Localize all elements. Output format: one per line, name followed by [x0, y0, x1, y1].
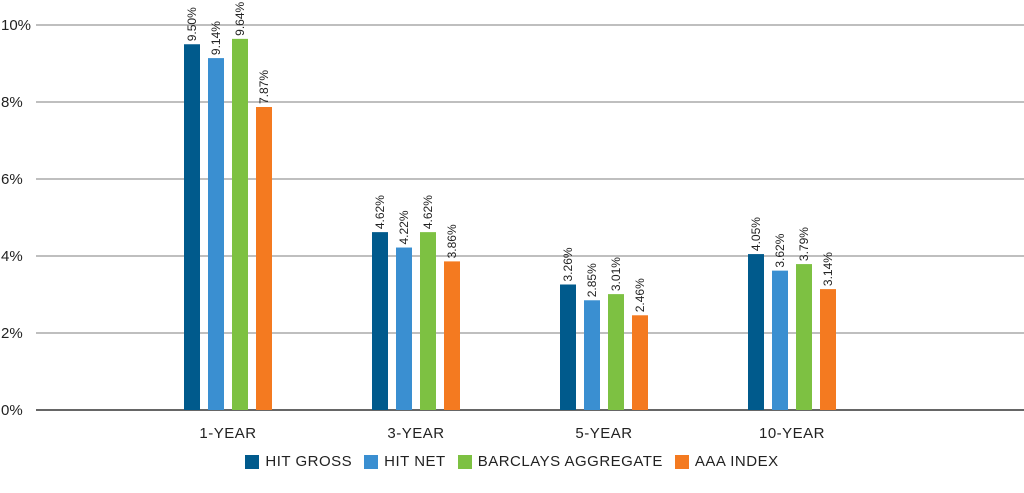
data-label: 3.62%	[773, 233, 787, 267]
bar	[396, 247, 412, 410]
bar	[560, 284, 576, 410]
data-label: 4.62%	[421, 195, 435, 229]
y-tick-label: 4%	[1, 248, 23, 265]
y-tick-label: 10%	[1, 17, 31, 34]
data-label: 3.79%	[797, 227, 811, 261]
data-label: 3.86%	[445, 224, 459, 258]
y-tick-label: 0%	[1, 402, 23, 419]
bar	[796, 264, 812, 410]
legend-swatch	[674, 454, 689, 469]
bar	[772, 270, 788, 410]
legend-item: HIT GROSS	[245, 453, 352, 470]
bar	[444, 261, 460, 410]
data-label: 9.50%	[185, 7, 199, 41]
bar	[632, 315, 648, 410]
y-tick-label: 8%	[1, 94, 23, 111]
legend-swatch	[245, 454, 260, 469]
category-label: 10-YEAR	[759, 425, 825, 442]
bar	[372, 232, 388, 410]
legend-swatch	[364, 454, 379, 469]
legend-label: HIT GROSS	[265, 453, 353, 470]
legend-label: BARCLAYS AGGREGATE	[477, 453, 663, 470]
data-label: 4.05%	[749, 217, 763, 251]
legend-item: BARCLAYS AGGREGATE	[457, 453, 663, 470]
bar	[184, 44, 200, 410]
bar	[208, 58, 224, 411]
data-label: 4.62%	[373, 195, 387, 229]
data-label: 2.46%	[633, 278, 647, 312]
legend-item: AAA INDEX	[674, 453, 779, 470]
bar	[420, 232, 436, 410]
data-label: 9.14%	[209, 21, 223, 55]
data-label: 4.22%	[397, 210, 411, 244]
chart-legend: HIT GROSS HIT NET BARCLAYS AGGREGATE AAA IN…	[0, 453, 1024, 473]
y-tick-label: 6%	[1, 171, 23, 188]
bar	[584, 300, 600, 410]
data-label: 3.01%	[609, 257, 623, 291]
bar-chart: 0% 2% 4% 6% 8% 10% 9.50% 9.14% 9.64% 7.87% 1-YEAR 4…	[1, 2, 1024, 442]
bar	[748, 254, 764, 410]
category-label: 1-YEAR	[199, 425, 256, 442]
bar	[232, 38, 248, 411]
bar	[608, 294, 624, 410]
y-tick-label: 2%	[1, 325, 23, 342]
legend-label: HIT NET	[384, 453, 446, 470]
legend-label: AAA INDEX	[694, 453, 779, 470]
data-label: 9.64%	[233, 2, 247, 36]
bar	[256, 107, 272, 410]
data-label: 3.14%	[821, 252, 835, 286]
data-label: 3.26%	[561, 247, 575, 281]
bar	[820, 289, 836, 410]
data-label: 7.87%	[257, 70, 271, 104]
category-label: 3-YEAR	[387, 425, 444, 442]
legend-item: HIT NET	[364, 453, 446, 470]
category-label: 5-YEAR	[575, 425, 632, 442]
legend-swatch	[457, 454, 472, 469]
data-label: 2.85%	[585, 263, 599, 297]
